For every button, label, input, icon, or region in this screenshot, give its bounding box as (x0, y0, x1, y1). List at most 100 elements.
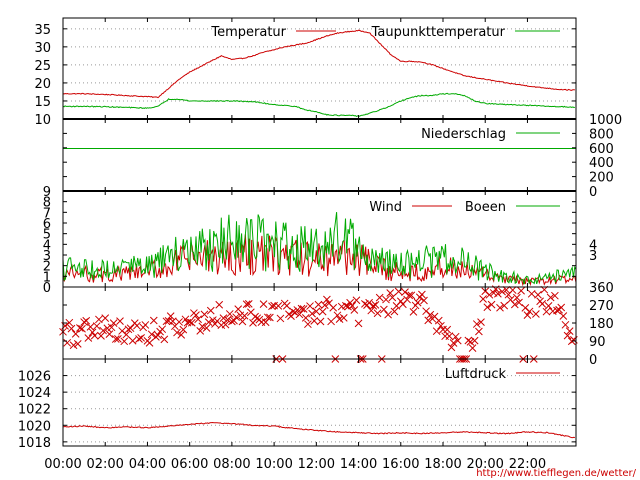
panel-frame-pressure (62, 358, 577, 447)
wind-direction-marker (162, 317, 171, 326)
wind-direction-marker (304, 320, 312, 329)
wind-direction-marker (502, 286, 511, 294)
wind-direction-marker (196, 327, 205, 335)
wind-direction-marker (160, 335, 169, 344)
wind-direction-marker (266, 313, 274, 322)
wind-direction-marker (238, 317, 247, 326)
wind-direction-marker (133, 321, 141, 330)
x-tick-label: 08:00 (213, 457, 250, 472)
wind-direction-marker (124, 325, 133, 334)
legend-layer: Temperatur Taupunkttemperatur Niederschlag… (210, 25, 560, 382)
wind-direction-marker (99, 326, 107, 335)
wind-direction-marker (114, 335, 122, 343)
wind-direction-marker (145, 339, 154, 347)
y-tick-label-pressure: 1022 (18, 403, 51, 418)
wind-direction-marker (373, 309, 382, 318)
wind-direction-marker (386, 289, 395, 297)
wind-direction-marker (565, 327, 574, 335)
wind-direction-marker (498, 287, 506, 296)
wind-direction-marker (546, 293, 555, 302)
y-tick-label-wind: 3 (43, 249, 51, 264)
wind-direction-marker (166, 312, 175, 320)
wind-direction-marker (494, 289, 502, 298)
legend-label-temperature-1: Taupunkttemperatur (371, 25, 506, 40)
legend-label-pressure-0: Luftdruck (445, 367, 507, 382)
wind-direction-marker (447, 343, 456, 352)
wind-direction-marker (204, 318, 213, 326)
wind-direction-marker (219, 314, 228, 322)
wind-direction-marker (200, 310, 209, 319)
y-tick-label-temperature: 35 (34, 23, 51, 38)
wind-direction-marker (401, 288, 409, 296)
wind-direction-marker (206, 306, 215, 315)
wind-direction-marker (82, 316, 91, 325)
wind-direction-marker (192, 311, 200, 319)
wind-direction-marker (485, 290, 494, 299)
wind-direction-marker (65, 318, 74, 327)
wind-direction-marker (158, 325, 167, 334)
y-tick-label-precipitation: 200 (589, 171, 614, 186)
wind-direction-marker (242, 300, 251, 309)
y-tick-label-wind: 1 (43, 270, 51, 285)
wind-direction-marker (445, 332, 454, 341)
wind-direction-marker (299, 305, 308, 313)
wind-direction-marker (97, 332, 105, 340)
wind-direction-marker (517, 286, 525, 295)
y-tick-label-precipitation: 600 (589, 142, 614, 157)
wind-direction-marker (312, 307, 321, 316)
x-tick-label: 12:00 (298, 457, 335, 472)
wind-direction-marker (282, 301, 291, 310)
wind-direction-marker (432, 327, 441, 336)
x-tick-label: 10:00 (255, 457, 292, 472)
wind-direction-marker (268, 302, 276, 311)
wind-direction-marker (88, 328, 97, 337)
y-tick-label-temperature: 20 (34, 77, 51, 92)
wind-direction-marker (84, 334, 93, 342)
x-tick-label: 20:00 (466, 457, 503, 472)
series-wind-direction-0 (59, 285, 578, 363)
wind-direction-marker (513, 293, 521, 302)
wind-direction-marker (532, 310, 540, 318)
y-tick-label-wind-direction: 180 (589, 317, 614, 332)
wind-direction-marker (274, 302, 283, 310)
y-tick-label-wind: 0 (43, 281, 51, 296)
wind-direction-marker (135, 335, 143, 343)
wind-direction-marker (375, 293, 384, 302)
wind-direction-marker (73, 340, 82, 348)
wind-direction-marker (409, 308, 418, 316)
wind-direction-marker (475, 327, 483, 336)
wind-direction-marker (181, 315, 190, 324)
y-tick-label-pressure: 1018 (18, 436, 51, 451)
wind-direction-marker (137, 333, 145, 342)
wind-direction-marker (405, 291, 414, 300)
wind-direction-marker (342, 301, 350, 310)
wind-direction-marker (453, 336, 462, 345)
y-tick-label-precipitation: 800 (589, 127, 614, 142)
y-tick-label-wind-direction: 360 (589, 281, 614, 296)
wind-direction-marker (515, 298, 523, 307)
wind-direction-marker (111, 335, 120, 343)
wind-direction-marker (496, 303, 504, 312)
wind-direction-marker (365, 298, 373, 307)
grid-layer (63, 28, 576, 443)
y-tick-label-temperature: 30 (34, 41, 51, 56)
source-url-text[interactable]: http://www.tiefflegen.de/wetter/ (476, 468, 636, 479)
wind-direction-marker (477, 318, 485, 326)
wind-direction-marker (86, 323, 95, 331)
wind-direction-marker (122, 330, 131, 339)
wind-direction-marker (120, 337, 129, 346)
series-temperature-0 (62, 29, 575, 99)
y-tick-label-precipitation: 400 (589, 156, 614, 171)
wind-direction-marker (259, 300, 268, 309)
wind-direction-marker (287, 312, 295, 321)
wind-direction-marker (388, 293, 397, 302)
wind-direction-marker (407, 291, 416, 300)
wind-direction-marker (320, 301, 329, 309)
wind-direction-marker (470, 336, 479, 345)
wind-direction-marker (221, 320, 230, 329)
wind-direction-marker (306, 302, 314, 310)
wind-direction-marker (390, 307, 399, 316)
wind-direction-marker (223, 315, 232, 324)
x-tick-label: 02:00 (86, 457, 123, 472)
